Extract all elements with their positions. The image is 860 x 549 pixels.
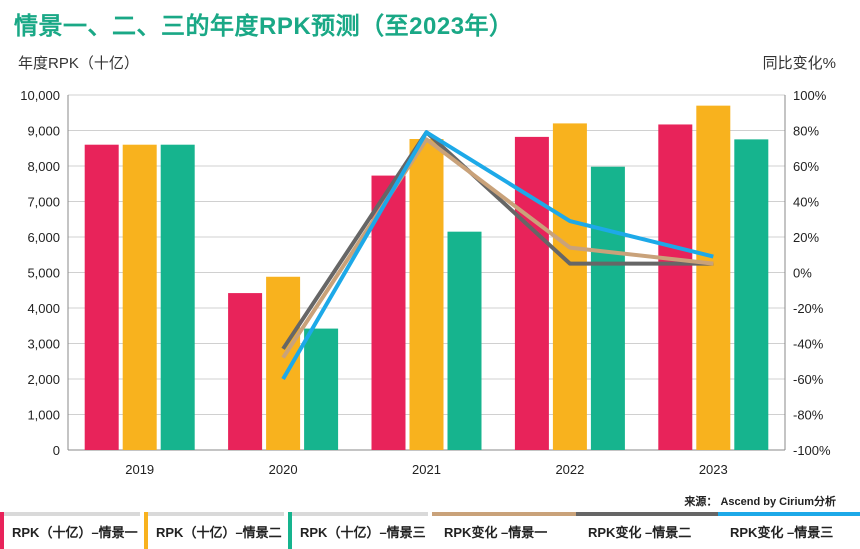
right-tick-label: -60% [793,372,824,387]
bar [658,124,693,450]
legend-swatch [144,512,148,549]
legend-divider [4,512,140,516]
series-line [281,130,714,381]
left-tick-label: 2,000 [27,372,60,387]
bar [266,276,301,450]
right-tick-label: -80% [793,408,824,423]
left-tick-label: 3,000 [27,337,60,352]
source-note: 来源： Ascend by Cirium分析 [684,496,836,508]
bar [514,136,549,450]
left-tick-label: 4,000 [27,301,60,316]
legend-label: RPK（十亿）–情景三 [300,525,426,540]
x-tick-label: 2021 [412,462,441,477]
legend-divider [148,512,284,516]
series-line [281,130,714,350]
legend-label: RPK变化 –情景一 [444,525,548,540]
left-tick-label: 6,000 [27,230,60,245]
right-tick-label: -100% [793,443,831,458]
x-tick-label: 2023 [699,462,728,477]
right-tick-label: 0% [793,266,812,281]
left-tick-label: 10,000 [20,88,60,103]
left-tick-label: 8,000 [27,159,60,174]
bar [304,328,339,450]
legend-label: RPK（十亿）–情景二 [156,525,282,540]
right-axis-label: 同比变化% [762,55,836,72]
right-tick-label: 40% [793,195,819,210]
bar [447,231,482,450]
legend-swatch [0,512,4,549]
legend: RPK（十亿）–情景一 RPK（十亿）–情景二 RPK（十亿）–情景三 RPK变化 –… [0,512,860,549]
bar [734,139,769,450]
legend-item: RPK变化 –情景一 [432,512,576,549]
x-tick-label: 2020 [269,462,298,477]
x-tick-label: 2019 [125,462,154,477]
right-tick-label: 20% [793,230,819,245]
right-tick-label: -40% [793,337,824,352]
bar [228,293,263,450]
legend-label: RPK变化 –情景二 [588,525,692,540]
bar [160,144,195,450]
legend-item: RPK（十亿）–情景二 [144,512,288,549]
legend-swatch [432,512,576,516]
legend-item: RPK（十亿）–情景三 [288,512,432,549]
bar [122,144,157,450]
x-tick-label: 2022 [555,462,584,477]
legend-swatch [288,512,292,549]
right-tick-label: -20% [793,301,824,316]
legend-item: RPK变化 –情景三 [718,512,860,549]
bar [371,175,406,450]
legend-swatch [718,512,860,516]
right-tick-label: 100% [793,88,827,103]
bar [84,144,119,450]
left-tick-label: 7,000 [27,195,60,210]
series-line [281,137,714,359]
right-tick-label: 80% [793,124,819,139]
chart-canvas: 0 1,000 2,000 3,000 4,000 5,000 6,000 7,000 8,00… [20,88,831,477]
left-tick-label: 1,000 [27,408,60,423]
bar [552,123,587,451]
left-tick-label: 0 [53,443,60,458]
legend-divider [292,512,428,516]
legend-label: RPK（十亿）–情景一 [12,525,138,540]
bar [590,166,625,450]
legend-item: RPK（十亿）–情景一 [0,512,144,549]
chart-title: 情景一、二、三的年度RPK预测（至2023年） [14,13,514,40]
bar [409,139,444,450]
right-tick-label: 60% [793,159,819,174]
left-tick-label: 5,000 [27,266,60,281]
legend-swatch [576,512,718,516]
left-axis-label: 年度RPK（十亿） [18,55,139,72]
legend-item: RPK变化 –情景二 [576,512,718,549]
left-tick-label: 9,000 [27,124,60,139]
bar [696,105,731,451]
legend-label: RPK变化 –情景三 [730,525,834,540]
